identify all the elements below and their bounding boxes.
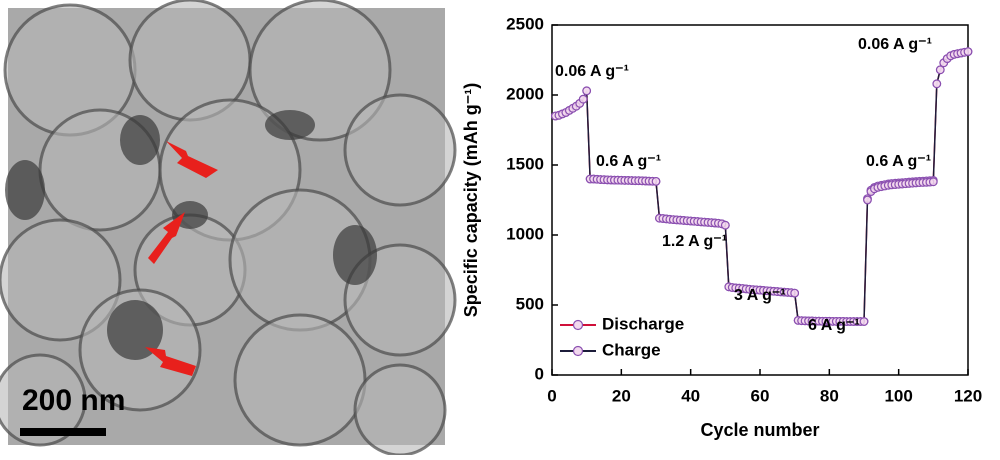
dark-particles bbox=[5, 110, 377, 360]
data-point bbox=[928, 177, 938, 187]
y-axis-label: Specific capacity (mAh g⁻¹) bbox=[461, 83, 481, 318]
arrows bbox=[145, 141, 218, 376]
data-point bbox=[935, 65, 945, 75]
x-tick-label: 0 bbox=[547, 386, 556, 405]
data-point bbox=[932, 79, 942, 89]
rate-annotation: 0.6 A g⁻¹ bbox=[596, 153, 661, 170]
x-tick-label: 120 bbox=[954, 386, 982, 405]
scale-bar-label: 200 nm bbox=[22, 384, 125, 417]
x-tick-label: 60 bbox=[751, 386, 770, 405]
rate-annotation: 3 A g⁻¹ bbox=[734, 287, 786, 304]
x-tick-label: 100 bbox=[884, 386, 912, 405]
legend-marker bbox=[572, 345, 584, 357]
data-point bbox=[790, 288, 800, 298]
y-tick-label: 2000 bbox=[506, 84, 544, 103]
data-point bbox=[863, 195, 872, 205]
x-tick-label: 20 bbox=[612, 386, 631, 405]
data-point bbox=[720, 220, 730, 230]
y-tick-label: 1000 bbox=[506, 224, 544, 243]
data-point bbox=[582, 86, 592, 96]
y-tick-label: 500 bbox=[516, 294, 544, 313]
y-tick-label: 2500 bbox=[506, 14, 544, 33]
legend-label: Charge bbox=[602, 340, 661, 359]
x-tick-label: 80 bbox=[820, 386, 839, 405]
legend-marker bbox=[572, 319, 584, 331]
x-axis-label: Cycle number bbox=[700, 420, 819, 440]
rate-annotation: 6 A g⁻¹ bbox=[808, 317, 860, 334]
y-tick-label: 0 bbox=[535, 364, 544, 383]
data-point bbox=[651, 176, 661, 186]
tem-image: 200 nm bbox=[0, 0, 457, 457]
x-tick-label: 40 bbox=[681, 386, 700, 405]
legend-label: Discharge bbox=[602, 314, 684, 333]
data-point bbox=[578, 94, 588, 104]
scale-bar bbox=[20, 428, 106, 436]
rate-annotation: 0.6 A g⁻¹ bbox=[866, 153, 931, 170]
rate-annotation: 0.06 A g⁻¹ bbox=[858, 36, 932, 53]
y-tick-label: 1500 bbox=[506, 154, 544, 173]
data-point bbox=[859, 317, 869, 326]
rate-annotation: 0.06 A g⁻¹ bbox=[555, 63, 629, 80]
data-point bbox=[963, 47, 973, 56]
hollow-spheres bbox=[0, 0, 457, 457]
rate-annotation: 1.2 A g⁻¹ bbox=[662, 233, 727, 250]
